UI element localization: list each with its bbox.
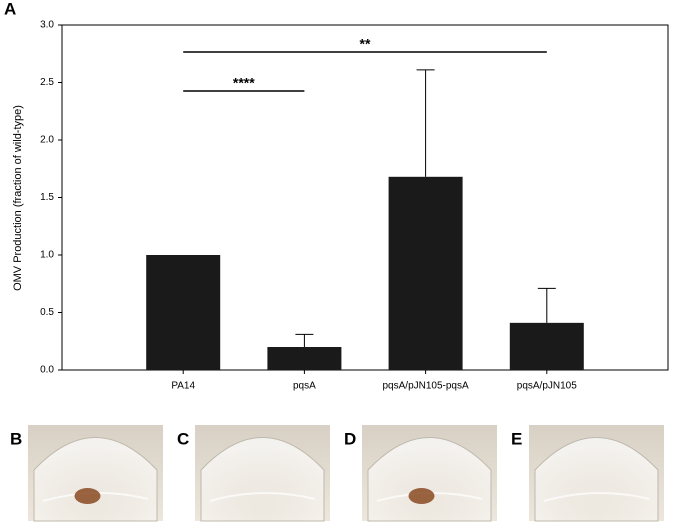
panel-label: E [511,429,522,448]
x-tick-label: pqsA/pJN105-pqsA [383,381,469,392]
dome [534,437,659,522]
y-tick-label: 0.0 [40,365,54,376]
bar [267,347,342,370]
y-tick-label: 1.0 [40,250,54,261]
y-axis-label: OMV Production (fraction of wild-type) [12,105,24,291]
highlight [209,491,316,502]
stain [408,488,435,504]
y-tick-label: 2.0 [40,135,54,146]
x-tick-label: pqsA/pJN105 [517,381,577,392]
panel-label: B [10,429,22,448]
bar [509,322,584,370]
y-tick-label: 0.5 [40,307,54,318]
stain [74,488,101,504]
dome [200,437,325,522]
bar [146,255,221,370]
panel-label: D [344,429,356,448]
y-tick-label: 3.0 [40,20,54,31]
highlight [543,491,650,502]
x-tick-label: pqsA [293,381,316,392]
y-tick-label: 1.5 [40,192,54,203]
panel-label: C [177,429,189,448]
significance-label: **** [233,75,255,91]
y-tick-label: 2.5 [40,77,54,88]
error-bar [537,287,556,323]
x-tick-label: PA14 [171,381,195,392]
dome [33,437,158,522]
significance-label: ** [360,36,371,52]
dome [367,437,492,522]
photo-row: B C D E [10,425,664,522]
panel-label: A [4,0,16,18]
error-bar [416,69,435,177]
error-bar [295,333,314,347]
bar [388,176,463,370]
